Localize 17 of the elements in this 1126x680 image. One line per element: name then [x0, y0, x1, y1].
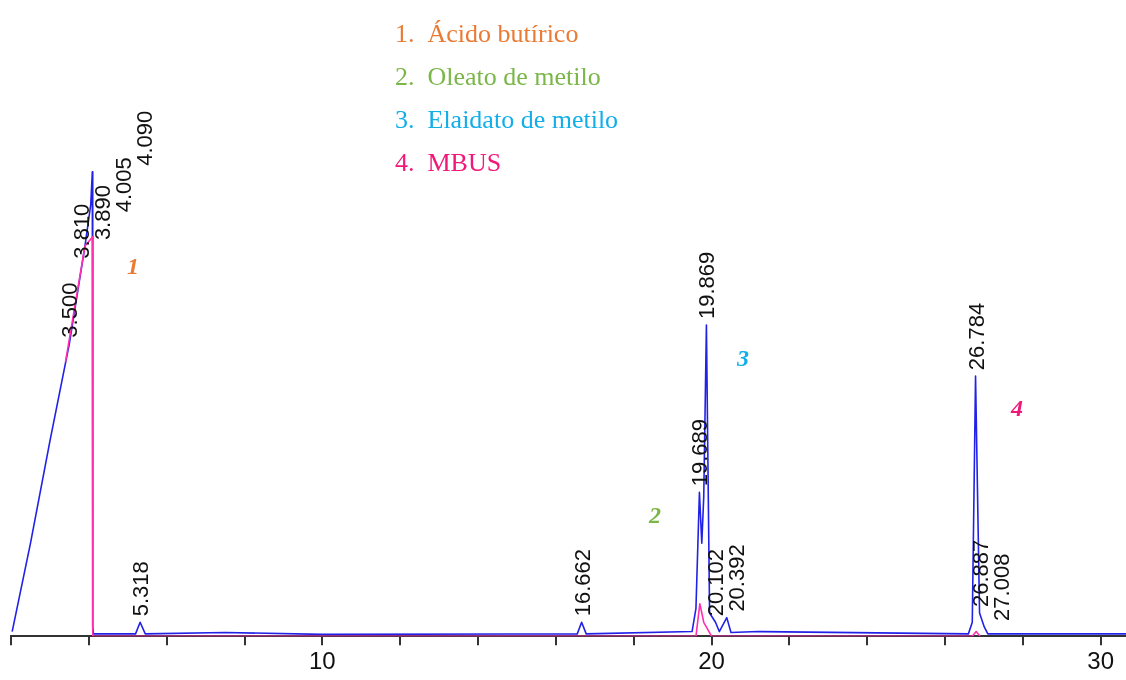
x-tick-label: 10	[308, 647, 336, 675]
annotation: 3	[736, 345, 749, 372]
annotation: 4	[1010, 395, 1023, 422]
annotation: 3.500	[57, 282, 83, 338]
x-tick-label: 30	[1087, 647, 1115, 675]
annotation: 19.869	[694, 251, 720, 320]
annotation: 2	[648, 502, 661, 529]
annotation: 26.784	[963, 302, 989, 371]
annotation: 5.318	[128, 561, 154, 617]
text: 1. Ácido butírico	[395, 19, 579, 48]
text: 2. Oleato de metilo	[395, 62, 601, 91]
text: 3. Elaidato de metilo	[395, 105, 619, 134]
x-tick-label: 20	[698, 647, 725, 675]
annotation: 16.662	[569, 548, 595, 617]
annotation: 1	[127, 253, 139, 280]
annotation: 4. MBUS	[395, 148, 502, 177]
annotation: 19.689	[687, 418, 713, 487]
